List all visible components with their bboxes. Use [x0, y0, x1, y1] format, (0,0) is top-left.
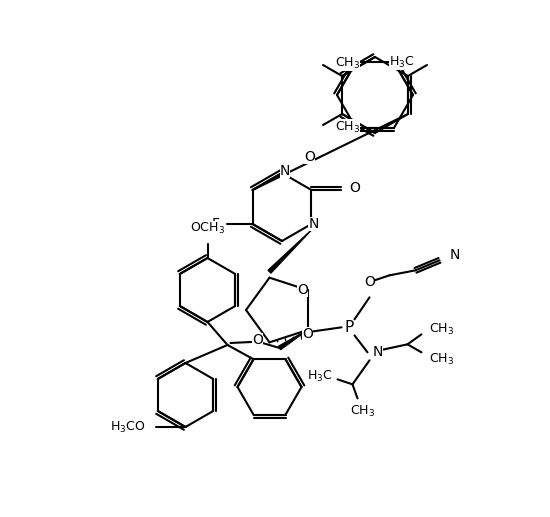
Text: O: O [297, 283, 308, 297]
Polygon shape [268, 230, 311, 273]
Text: CH$_3$: CH$_3$ [335, 55, 360, 70]
Text: P: P [345, 320, 354, 335]
Text: CH$_3$: CH$_3$ [430, 352, 455, 367]
Text: F: F [212, 217, 219, 231]
Text: H$_3$CO: H$_3$CO [110, 419, 146, 434]
Polygon shape [278, 330, 307, 349]
Text: H$_3$C: H$_3$C [307, 369, 333, 384]
Text: O: O [349, 181, 360, 195]
Text: O: O [302, 327, 313, 341]
Text: O: O [364, 276, 375, 290]
Text: CH$_3$: CH$_3$ [350, 404, 375, 419]
Text: CH$_3$: CH$_3$ [430, 322, 455, 337]
Text: O: O [252, 333, 263, 347]
Text: N: N [308, 217, 318, 231]
Text: N: N [372, 345, 383, 359]
Text: N: N [449, 248, 460, 262]
Text: H$_3$C: H$_3$C [389, 54, 415, 70]
Text: N: N [280, 164, 290, 178]
Text: CH$_3$: CH$_3$ [335, 119, 360, 134]
Text: OCH$_3$: OCH$_3$ [190, 221, 225, 236]
Text: O: O [304, 150, 315, 164]
